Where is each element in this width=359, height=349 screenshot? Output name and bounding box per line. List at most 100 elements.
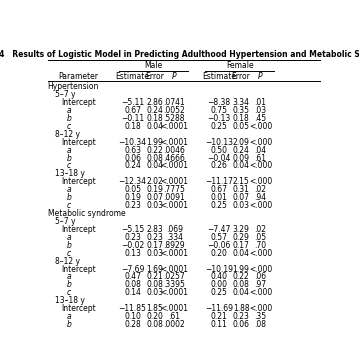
Text: 8–12 y: 8–12 y — [55, 257, 80, 266]
Text: .08: .08 — [255, 320, 266, 329]
Text: 0.28: 0.28 — [124, 320, 141, 329]
Text: 5–7 y: 5–7 y — [55, 90, 75, 99]
Text: <.0001: <.0001 — [160, 249, 188, 258]
Text: .334: .334 — [166, 233, 183, 242]
Text: −8.38: −8.38 — [207, 98, 230, 107]
Text: 0.07: 0.07 — [146, 193, 163, 202]
Text: <.000: <.000 — [249, 249, 272, 258]
Text: 0.23: 0.23 — [146, 233, 163, 242]
Text: TABLE 4   Results of Logistic Model in Predicting Adulthood Hypertension and Met: TABLE 4 Results of Logistic Model in Pre… — [0, 50, 359, 59]
Text: c: c — [67, 288, 71, 297]
Text: Intercept: Intercept — [62, 225, 96, 234]
Text: .06: .06 — [255, 273, 267, 281]
Text: 0.04: 0.04 — [146, 122, 163, 131]
Text: 0.67: 0.67 — [124, 106, 141, 115]
Text: .0002: .0002 — [163, 320, 185, 329]
Text: −7.69: −7.69 — [121, 265, 144, 274]
Text: Error: Error — [145, 72, 164, 81]
Text: P: P — [172, 72, 177, 81]
Text: .94: .94 — [255, 193, 267, 202]
Text: 1.88: 1.88 — [233, 304, 250, 313]
Text: 0.22: 0.22 — [146, 146, 163, 155]
Text: Hypertension: Hypertension — [48, 82, 99, 91]
Text: .0257: .0257 — [163, 273, 185, 281]
Text: 2.02: 2.02 — [146, 177, 163, 186]
Text: 13–18 y: 13–18 y — [55, 169, 84, 178]
Text: 0.63: 0.63 — [124, 146, 141, 155]
Text: .04: .04 — [255, 146, 267, 155]
Text: <.0001: <.0001 — [160, 177, 188, 186]
Text: <.0001: <.0001 — [160, 265, 188, 274]
Text: 0.24: 0.24 — [124, 162, 141, 170]
Text: 2.09: 2.09 — [233, 138, 250, 147]
Text: P: P — [258, 72, 263, 81]
Text: .8929: .8929 — [163, 241, 185, 250]
Text: 2.83: 2.83 — [146, 225, 163, 234]
Text: −10.19: −10.19 — [205, 265, 233, 274]
Text: Estimate: Estimate — [116, 72, 149, 81]
Text: 0.10: 0.10 — [124, 312, 141, 321]
Text: b: b — [67, 154, 72, 163]
Text: .3395: .3395 — [163, 280, 185, 289]
Text: Intercept: Intercept — [62, 98, 96, 107]
Text: 1.99: 1.99 — [233, 265, 250, 274]
Text: <.0001: <.0001 — [160, 304, 188, 313]
Text: 0.17: 0.17 — [233, 241, 250, 250]
Text: −11.85: −11.85 — [118, 304, 146, 313]
Text: 0.03: 0.03 — [233, 201, 250, 210]
Text: 0.67: 0.67 — [210, 185, 227, 194]
Text: 0.21: 0.21 — [210, 312, 227, 321]
Text: 1.69: 1.69 — [146, 265, 163, 274]
Text: 0.11: 0.11 — [210, 320, 227, 329]
Text: 0.03: 0.03 — [146, 288, 163, 297]
Text: 0.03: 0.03 — [146, 249, 163, 258]
Text: a: a — [67, 146, 72, 155]
Text: −0.04: −0.04 — [207, 154, 230, 163]
Text: 0.19: 0.19 — [146, 185, 163, 194]
Text: <.0001: <.0001 — [160, 162, 188, 170]
Text: c: c — [67, 122, 71, 131]
Text: a: a — [67, 233, 72, 242]
Text: 0.20: 0.20 — [146, 312, 163, 321]
Text: c: c — [67, 162, 71, 170]
Text: 8–12 y: 8–12 y — [55, 130, 80, 139]
Text: a: a — [67, 185, 72, 194]
Text: 1.85: 1.85 — [146, 304, 163, 313]
Text: 0.25: 0.25 — [210, 288, 227, 297]
Text: <.000: <.000 — [249, 288, 272, 297]
Text: .7775: .7775 — [163, 185, 185, 194]
Text: 5–7 y: 5–7 y — [55, 217, 75, 226]
Text: <.000: <.000 — [249, 265, 272, 274]
Text: 0.08: 0.08 — [146, 154, 163, 163]
Text: 0.23: 0.23 — [233, 312, 250, 321]
Text: Parameter: Parameter — [58, 72, 98, 81]
Text: 0.04: 0.04 — [233, 249, 250, 258]
Text: Error: Error — [232, 72, 251, 81]
Text: Female: Female — [226, 61, 253, 70]
Text: .61: .61 — [255, 154, 266, 163]
Text: .5288: .5288 — [163, 114, 185, 123]
Text: 0.24: 0.24 — [233, 146, 250, 155]
Text: 0.01: 0.01 — [210, 193, 227, 202]
Text: .4666: .4666 — [163, 154, 185, 163]
Text: .02: .02 — [255, 185, 266, 194]
Text: 0.23: 0.23 — [124, 233, 141, 242]
Text: Intercept: Intercept — [62, 177, 96, 186]
Text: −10.34: −10.34 — [118, 138, 146, 147]
Text: 0.57: 0.57 — [210, 233, 227, 242]
Text: c: c — [67, 201, 71, 210]
Text: −5.11: −5.11 — [121, 98, 144, 107]
Text: 0.08: 0.08 — [233, 280, 250, 289]
Text: <.000: <.000 — [249, 201, 272, 210]
Text: 0.04: 0.04 — [233, 288, 250, 297]
Text: <.000: <.000 — [249, 177, 272, 186]
Text: −11.17: −11.17 — [205, 177, 233, 186]
Text: .45: .45 — [255, 114, 267, 123]
Text: <.0001: <.0001 — [160, 288, 188, 297]
Text: .61: .61 — [168, 312, 180, 321]
Text: .0741: .0741 — [163, 98, 185, 107]
Text: 0.13: 0.13 — [124, 249, 141, 258]
Text: 0.26: 0.26 — [210, 162, 227, 170]
Text: 0.08: 0.08 — [146, 280, 163, 289]
Text: .70: .70 — [255, 241, 267, 250]
